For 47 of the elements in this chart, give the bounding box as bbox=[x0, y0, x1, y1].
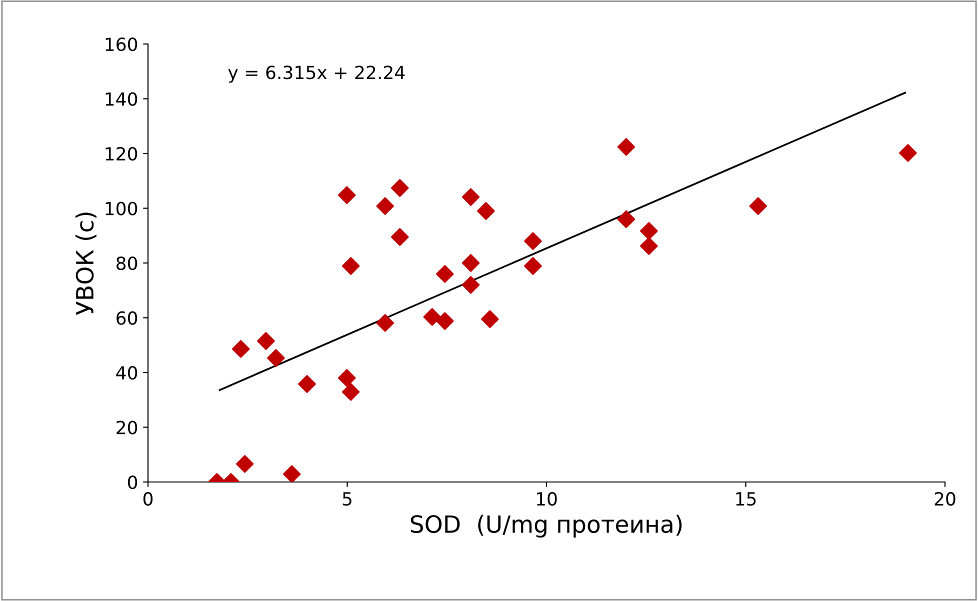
point bbox=[236, 455, 254, 473]
point bbox=[436, 312, 454, 330]
y-tick-label: 20 bbox=[116, 420, 138, 434]
point bbox=[617, 210, 636, 228]
x-tick-label: 20 bbox=[934, 492, 956, 506]
point bbox=[524, 232, 542, 250]
y-tick-label: 140 bbox=[106, 92, 138, 106]
x-tick-label: 5 bbox=[342, 492, 352, 506]
point bbox=[524, 257, 542, 275]
x-tick-label: 15 bbox=[736, 492, 756, 506]
x-axis-title: SOD (U/mg протеина) bbox=[410, 514, 682, 538]
point bbox=[282, 465, 301, 482]
point bbox=[232, 340, 250, 358]
point bbox=[899, 144, 917, 162]
point bbox=[342, 383, 360, 401]
y-axis-title: УВОК (с) bbox=[75, 212, 96, 316]
point bbox=[640, 237, 658, 255]
point bbox=[423, 308, 442, 326]
point bbox=[338, 369, 356, 387]
point bbox=[338, 186, 356, 204]
x-tick-label: 10 bbox=[536, 492, 557, 506]
point bbox=[481, 310, 499, 328]
point bbox=[342, 257, 360, 275]
y-tick-label: 40 bbox=[116, 366, 138, 380]
point bbox=[376, 197, 394, 215]
point bbox=[617, 138, 636, 156]
point bbox=[257, 332, 275, 350]
y-tick-label: 120 bbox=[106, 146, 138, 161]
point bbox=[462, 254, 480, 272]
y-tick-label: 80 bbox=[116, 256, 138, 270]
point bbox=[390, 228, 409, 246]
point bbox=[462, 188, 480, 206]
x-tick-label: 0 bbox=[143, 492, 153, 506]
point bbox=[436, 265, 454, 283]
point bbox=[462, 276, 480, 294]
annotation: y = 6.315x + 22.24 bbox=[228, 66, 405, 83]
y-tick-label: 60 bbox=[116, 311, 138, 325]
point bbox=[267, 349, 285, 367]
point bbox=[640, 222, 658, 240]
point bbox=[749, 197, 768, 215]
point bbox=[298, 375, 316, 393]
point bbox=[477, 202, 495, 220]
point bbox=[390, 179, 409, 197]
y-tick-label: 100 bbox=[106, 202, 138, 216]
y-tick-label: 160 bbox=[106, 37, 138, 52]
point bbox=[376, 314, 394, 332]
y-tick-label: 0 bbox=[128, 475, 138, 490]
